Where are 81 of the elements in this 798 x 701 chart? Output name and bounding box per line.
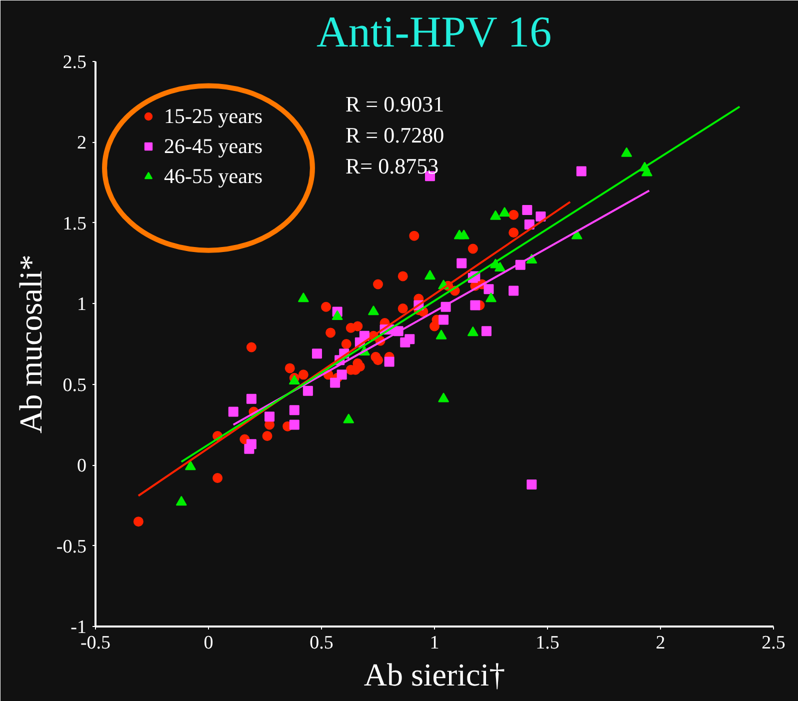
legend-label: 15-25 years	[164, 103, 263, 129]
y-tick-label: 2.5	[62, 52, 86, 73]
point	[508, 286, 519, 296]
y-tick-label: 1.5	[62, 213, 86, 234]
y-tick-label: -0.5	[56, 536, 86, 558]
point	[289, 420, 300, 430]
annotation: R= 0.8753	[346, 154, 439, 178]
annotation: R = 0.9031	[346, 92, 444, 116]
point	[184, 460, 196, 470]
y-tick-label: 0.5	[62, 374, 86, 396]
point	[468, 244, 478, 254]
y-tick-label: 0	[77, 456, 86, 477]
y-tick-label: 2	[77, 132, 86, 154]
point	[409, 230, 420, 241]
point	[368, 305, 379, 316]
point	[398, 271, 408, 282]
point	[621, 147, 632, 157]
point	[456, 258, 467, 268]
point	[576, 166, 586, 176]
point	[302, 386, 313, 396]
y-axis-title: Ab mucosali*	[12, 254, 48, 434]
point	[332, 310, 343, 320]
point	[481, 326, 492, 336]
point	[312, 348, 322, 359]
chart-title: Anti-HPV 16	[316, 8, 552, 56]
point	[499, 206, 510, 217]
point	[438, 392, 450, 402]
point	[484, 284, 494, 294]
point	[326, 328, 336, 338]
point	[341, 339, 352, 349]
point	[536, 211, 546, 222]
point	[298, 370, 308, 380]
point	[384, 356, 394, 367]
point	[373, 355, 383, 366]
point	[526, 479, 537, 490]
point	[133, 516, 144, 527]
point	[438, 314, 449, 325]
point	[490, 210, 502, 220]
point	[494, 262, 506, 272]
y-tick-label: -1	[70, 617, 86, 638]
point	[246, 394, 256, 404]
y-tick-label: 1	[77, 294, 86, 316]
point	[298, 292, 309, 302]
point	[373, 279, 383, 290]
point	[359, 330, 370, 341]
point	[244, 444, 254, 454]
legend-label: 46-55 years	[164, 163, 263, 189]
point	[330, 378, 340, 388]
point	[430, 321, 440, 332]
point	[508, 210, 519, 220]
point	[522, 205, 532, 216]
x-tick-label: 2.5	[762, 632, 786, 654]
x-tick-label: 0.5	[310, 632, 334, 654]
point	[458, 230, 470, 240]
x-tick-label: 2	[656, 632, 666, 654]
point	[262, 431, 272, 442]
point	[228, 406, 238, 417]
x-axis-title: Ab sierici†	[364, 656, 506, 692]
legend-label: 26-45 years	[164, 133, 263, 159]
point	[398, 303, 408, 314]
x-tick-label: 1	[430, 632, 440, 654]
point	[467, 326, 478, 336]
point	[246, 342, 256, 352]
point	[486, 292, 496, 302]
point	[352, 321, 363, 332]
x-tick-label: 1.5	[536, 632, 560, 654]
point	[264, 412, 275, 422]
point	[436, 330, 447, 340]
point	[470, 300, 480, 310]
point	[176, 496, 187, 506]
point	[343, 414, 354, 424]
annotation: R = 0.7280	[346, 122, 444, 148]
point	[404, 334, 415, 344]
point	[289, 405, 300, 416]
point	[284, 363, 295, 374]
x-tick-label: 0	[204, 632, 214, 654]
point	[321, 302, 332, 312]
point	[336, 370, 347, 380]
point	[508, 228, 519, 238]
point	[424, 270, 436, 280]
point	[212, 472, 223, 483]
